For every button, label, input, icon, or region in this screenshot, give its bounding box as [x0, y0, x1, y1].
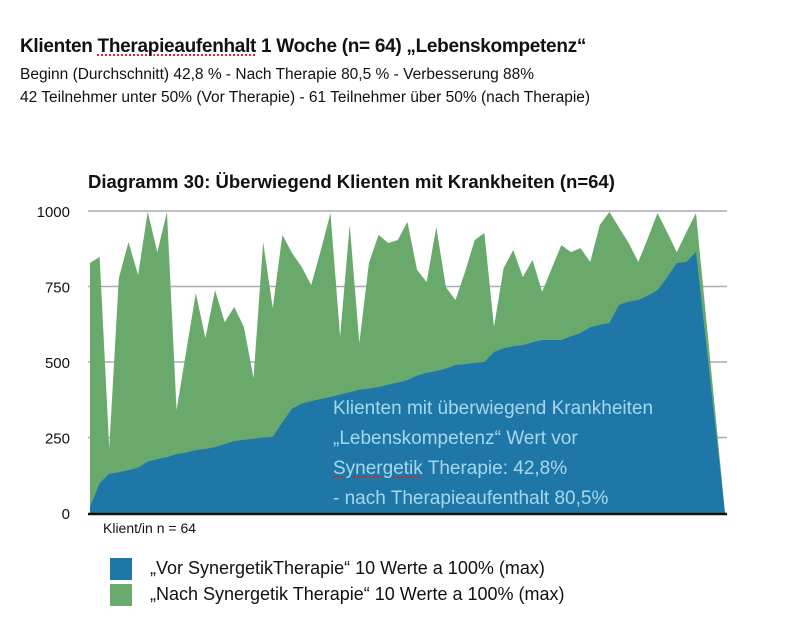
subtitle-participants: 42 Teilnehmer unter 50% (Vor Therapie) -… — [20, 89, 591, 106]
annotation-line-2: „Lebenskompetenz“ Wert vor — [333, 428, 578, 449]
annotation-misspelled-word: Synergetik — [333, 458, 423, 479]
y-tick-label: 750 — [45, 280, 70, 297]
x-axis-label: Klient/in n = 64 — [103, 520, 197, 536]
annotation-line-1: Klienten mit überwiegend Krankheiten — [333, 398, 654, 419]
y-tick-label: 0 — [62, 506, 70, 523]
title-text: 1 Woche (n= 64) „Lebenskompetenz“ — [256, 36, 587, 57]
page-title: Klienten Therapieaufenhalt 1 Woche (n= 6… — [20, 36, 586, 58]
title-text: Klienten — [20, 36, 98, 57]
annotation-line-3: Synergetik Therapie: 42,8% — [333, 458, 567, 480]
subtitle-summary: Beginn (Durchschnitt) 42,8 % - Nach Ther… — [20, 66, 535, 83]
y-tick-label: 250 — [45, 431, 70, 448]
legend-label: „Nach Synergetik Therapie“ 10 Werte a 10… — [150, 584, 565, 604]
legend-swatch-blue — [110, 558, 132, 581]
annotation-text: Therapie: 42,8% — [422, 458, 568, 479]
title-text-misspelled: Therapieaufenhalt — [97, 36, 257, 57]
legend-swatch-green — [110, 584, 132, 607]
legend-item-vor: „Vor SynergetikTherapie“ 10 Werte a 100%… — [110, 558, 545, 581]
y-tick-label: 1000 — [37, 204, 70, 221]
annotation-line-4: - nach Therapieaufenthalt 80,5% — [333, 488, 609, 509]
legend-item-nach: „Nach Synergetik Therapie“ 10 Werte a 10… — [110, 584, 565, 607]
legend-label: „Vor SynergetikTherapie“ 10 Werte a 100%… — [150, 558, 545, 578]
chart-title: Diagramm 30: Überwiegend Klienten mit Kr… — [88, 171, 615, 192]
series-area-vor — [90, 252, 725, 513]
y-tick-label: 500 — [45, 355, 70, 372]
